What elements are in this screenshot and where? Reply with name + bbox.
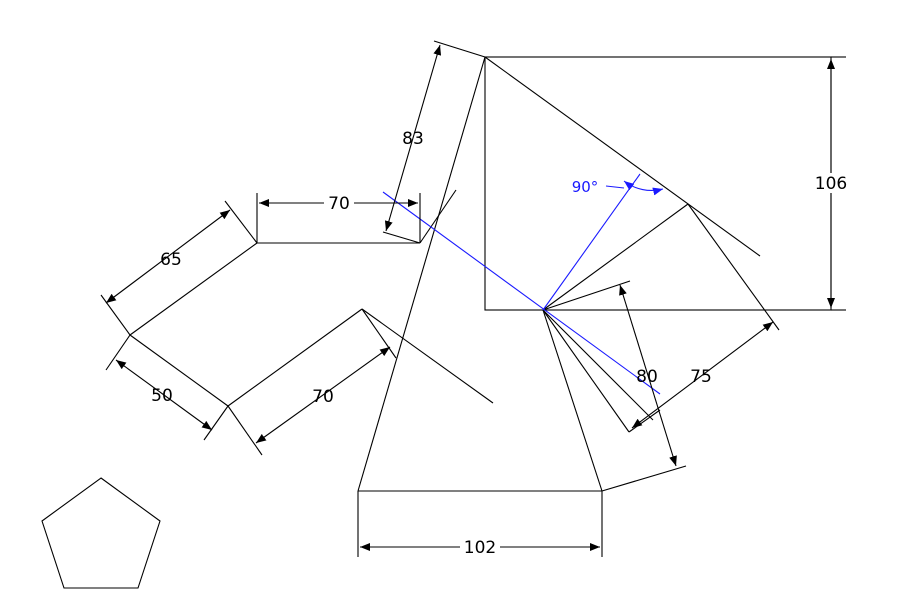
edge-slant (361, 308, 494, 404)
label-106: 106 (815, 174, 847, 194)
edge-70-bottom (227, 308, 363, 407)
angle-leader (605, 185, 625, 189)
blue-perpendicular (542, 173, 641, 311)
dim-70-bottom-ext-left (227, 405, 263, 456)
seg-75 (687, 203, 780, 331)
dim-65-ext-bottom (100, 294, 131, 336)
label-83: 83 (402, 129, 424, 149)
dim-50-ext-right (203, 405, 229, 441)
label-102: 102 (464, 538, 496, 558)
edge-50 (129, 334, 229, 407)
label-80: 80 (636, 367, 658, 387)
label-90-degrees: 90° (572, 178, 599, 196)
dim-65-line (105, 209, 231, 304)
dim-75-line (631, 321, 774, 429)
dim-50-line (115, 359, 213, 431)
label-65: 65 (160, 250, 182, 270)
label-50: 50 (151, 386, 173, 406)
fan-line-2 (542, 280, 631, 311)
label-70-top: 70 (328, 194, 350, 214)
blue-diagonal (382, 191, 661, 395)
fan-line-1 (542, 203, 689, 311)
edge-83-side (419, 189, 457, 244)
trapezoid-right (542, 309, 603, 492)
dimensions (100, 40, 846, 557)
label-75: 75 (690, 367, 712, 387)
dim-70-bottom-ext-right (361, 308, 397, 359)
edge-65 (129, 242, 258, 336)
base-ext-right (601, 465, 687, 492)
label-70-bottom: 70 (312, 387, 334, 407)
fan-line-3 (542, 309, 654, 421)
dim-83-ext-bottom (382, 231, 421, 244)
trapezoid-left (357, 56, 486, 492)
dim-83-line (384, 44, 442, 232)
dim-70-bottom-line (255, 346, 391, 444)
dim-65-ext-top (224, 200, 258, 244)
main-geometry (41, 56, 832, 589)
dim-83-ext-top (433, 40, 486, 58)
angle-arc (623, 180, 664, 196)
rect-diagonal (484, 56, 761, 257)
dim-50-ext-left (105, 334, 131, 371)
dimension-labels: 70 83 65 50 70 106 80 75 102 90° (151, 129, 850, 558)
fan-line-4 (542, 309, 630, 433)
dim-75-ext (628, 409, 661, 433)
pentagon (41, 477, 161, 589)
